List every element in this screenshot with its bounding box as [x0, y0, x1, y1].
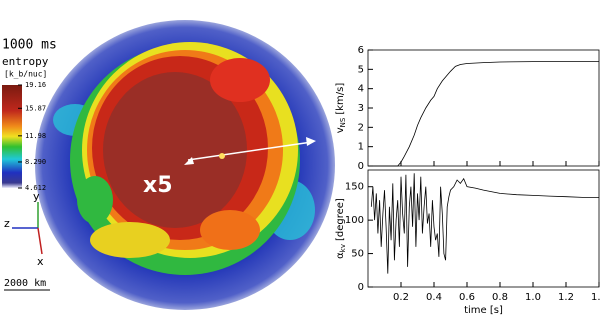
- y-tick-label: 0: [358, 282, 364, 293]
- y-axis-label-sub: kv: [339, 244, 347, 252]
- colorbar-tick-label: 11.98: [25, 132, 46, 140]
- simulation-image: [35, 20, 335, 310]
- x-tick-label: 1.0: [525, 292, 541, 303]
- axis-triad: [12, 202, 43, 255]
- y-tick-label: 0: [358, 161, 364, 172]
- y-axis-label-unit: [degree]: [335, 198, 346, 241]
- colorbar: [2, 85, 22, 188]
- y-axis-label-main: v: [335, 127, 346, 133]
- time-label: 1000 ms: [2, 38, 57, 53]
- x-tick-label: 0.8: [492, 292, 508, 303]
- x-tick-label: 1.2: [558, 292, 574, 303]
- y-tick-label: 150: [345, 182, 364, 193]
- axis-label: x: [37, 255, 44, 268]
- axis-label: z: [4, 217, 10, 230]
- colorbar-tick-label: 4.612: [25, 184, 46, 192]
- y-tick-label: 5: [358, 64, 364, 75]
- y-axis-label-sub: NS: [339, 117, 347, 127]
- colorbar-tick-label: 19.16: [25, 81, 46, 89]
- y-axis-label-unit: [km/s]: [335, 83, 346, 115]
- x-tick-label: 1.4: [591, 292, 600, 303]
- y-tick-label: 3: [358, 103, 364, 114]
- y-tick-label: 100: [345, 215, 364, 226]
- y-axis-label: vNS [km/s]: [335, 83, 347, 134]
- plot-frame: [367, 49, 600, 167]
- x-tick-label: 0.2: [393, 292, 409, 303]
- y-tick-label: 1: [358, 142, 364, 153]
- unit-label: [k_b/nuc]: [4, 70, 47, 79]
- scale-label: 2000 km: [4, 278, 46, 289]
- colorbar-tick-label: 8.290: [25, 158, 46, 166]
- x-tick-label: 0.4: [426, 292, 442, 303]
- y-tick-label: 4: [358, 84, 364, 95]
- y-tick-label: 50: [351, 249, 364, 260]
- x-axis-label: time [s]: [464, 305, 503, 316]
- data-line: [370, 173, 599, 274]
- axis-label: y: [33, 190, 40, 203]
- x-tick-label: 0.6: [459, 292, 475, 303]
- plot-frame: [367, 169, 600, 288]
- quantity-label: entropy: [2, 55, 49, 68]
- y-axis-label-main: α: [335, 252, 346, 259]
- zoom-label: x5: [143, 173, 173, 198]
- colorbar-tick-label: 15.87: [25, 104, 46, 112]
- y-tick-label: 2: [358, 122, 364, 133]
- data-line: [371, 61, 599, 167]
- y-tick-label: 6: [358, 45, 364, 56]
- y-axis-label: αkv [degree]: [335, 198, 347, 259]
